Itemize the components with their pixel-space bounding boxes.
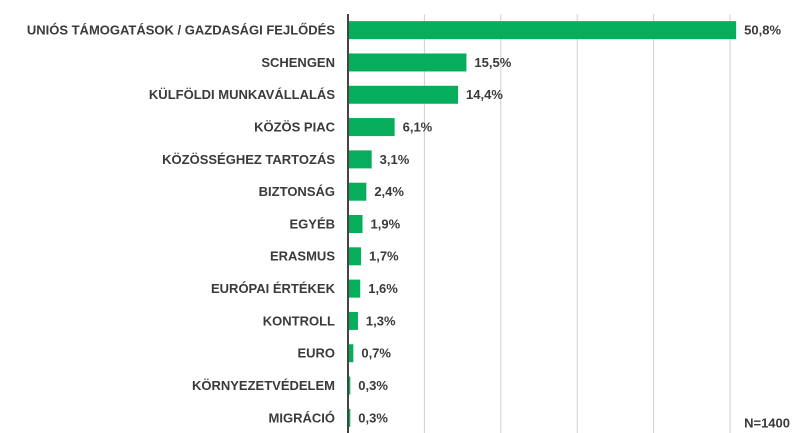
y-tick-label: EGYÉB — [289, 216, 335, 231]
value-label: 3,1% — [380, 152, 410, 167]
bar — [348, 311, 358, 330]
bar — [348, 376, 351, 395]
value-label: 1,9% — [371, 216, 401, 231]
bar — [348, 279, 361, 298]
value-label: 50,8% — [744, 23, 781, 38]
y-tick-label: KÖZÖSSÉGHEZ TARTOZÁS — [162, 152, 335, 167]
bar — [348, 408, 351, 427]
value-label: 14,4% — [466, 87, 503, 102]
bar — [348, 215, 363, 233]
value-label: 6,1% — [403, 120, 433, 135]
bar — [348, 53, 467, 72]
value-label: 1,3% — [366, 313, 396, 328]
value-label: 2,4% — [374, 184, 404, 199]
bar — [348, 182, 367, 201]
annotation: N=1400 — [744, 415, 790, 430]
y-tick-label: MIGRÁCIÓ — [269, 410, 335, 425]
value-label: 1,6% — [368, 281, 398, 296]
value-label: 15,5% — [474, 55, 511, 70]
y-tick-label: KÖRNYEZETVÉDELEM — [192, 378, 335, 393]
bar — [348, 21, 737, 40]
y-tick-label: BIZTONSÁG — [259, 184, 335, 199]
y-tick-label: UNIÓS TÁMOGATÁSOK / GAZDASÁGI FEJLŐDÉS — [27, 23, 335, 38]
bar — [348, 247, 361, 266]
bar — [348, 118, 395, 137]
bar — [348, 150, 372, 169]
y-tick-label: ERASMUS — [270, 249, 335, 264]
value-label: 0,3% — [358, 410, 388, 425]
y-tick-label: SCHENGEN — [261, 55, 335, 70]
y-tick-label: EURO — [297, 346, 335, 361]
y-tick-label: KÜLFÖLDI MUNKAVÁLLALÁS — [149, 87, 335, 102]
y-tick-label: EURÓPAI ÉRTÉKEK — [211, 281, 336, 296]
bar — [348, 85, 459, 104]
y-tick-label: KÖZÖS PIAC — [254, 120, 336, 135]
value-label: 1,7% — [369, 249, 399, 264]
value-label: 0,7% — [361, 346, 391, 361]
y-tick-label: KONTROLL — [263, 313, 335, 328]
value-label: 0,3% — [358, 378, 388, 393]
bar — [348, 344, 354, 363]
